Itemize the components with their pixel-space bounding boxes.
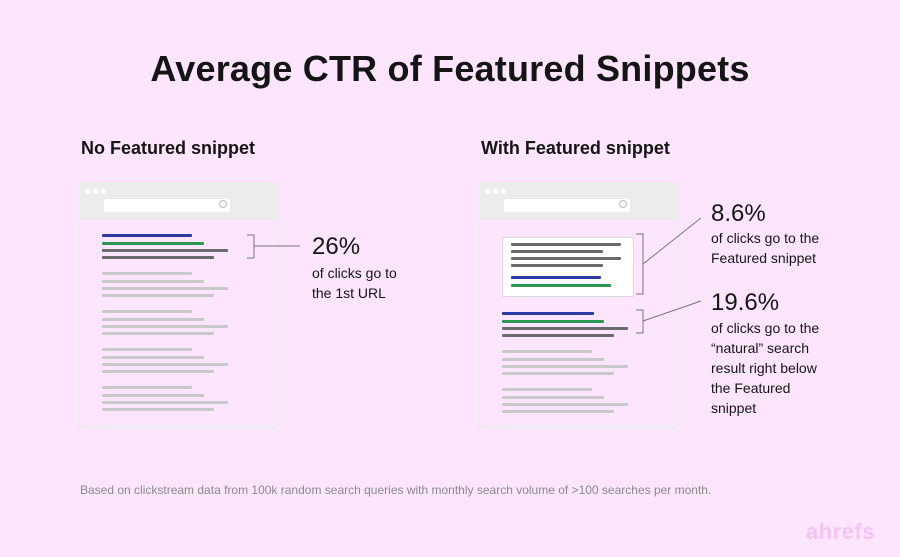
result-title-line (102, 386, 192, 389)
window-dot-icon (501, 189, 506, 194)
stat-featured-snippet-desc-1: of clicks go to the (711, 230, 820, 246)
result-title-line (102, 234, 192, 237)
search-bar (104, 199, 230, 212)
search-icon (619, 200, 627, 208)
result-snippet-line (102, 332, 214, 335)
bracket-featured-snippet (636, 233, 644, 295)
result-snippet-line (502, 410, 614, 413)
connector-featured-snippet (642, 217, 702, 265)
footnote: Based on clickstream data from 100k rand… (80, 483, 712, 497)
stat-first-url-desc-2: the 1st URL (312, 285, 386, 301)
result-snippet-line (502, 403, 628, 406)
result-snippet-line (102, 408, 214, 411)
snippet-title-line (511, 276, 601, 279)
right-panel-heading: With Featured snippet (481, 138, 670, 158)
result-snippet-line (102, 287, 228, 290)
result-title-line (102, 348, 192, 351)
stat-first-url-desc-1: of clicks go to (312, 265, 397, 281)
result-url-line (502, 396, 604, 399)
window-dot-icon (85, 189, 90, 194)
ahrefs-logo: ahrefs (806, 519, 876, 544)
stat-featured-snippet: 8.6% (711, 200, 766, 227)
result-url-line (102, 280, 204, 283)
result-url-line (502, 358, 604, 361)
browser-toolbar (80, 184, 278, 220)
result-snippet-line (502, 365, 628, 368)
result-snippet-line (102, 401, 228, 404)
result-url-line (102, 394, 204, 397)
result-snippet-line (502, 334, 614, 337)
snippet-text-line (511, 243, 621, 246)
result-title-line (502, 312, 594, 315)
result-title-line (102, 310, 192, 313)
result-snippet-line (102, 325, 228, 328)
stat-natural-result-desc-5: snippet (711, 400, 757, 416)
result-url-line (102, 318, 204, 321)
bracket-first-url (247, 234, 255, 259)
result-url-line (102, 242, 204, 245)
browser-mockup-no-snippet (78, 182, 280, 428)
bracket-natural-result (636, 309, 644, 334)
stat-first-url: 26% (312, 233, 361, 260)
result-snippet-line (502, 327, 628, 330)
result-snippet-line (102, 249, 228, 252)
snippet-url-line (511, 284, 611, 287)
left-panel-heading: No Featured snippet (81, 138, 256, 158)
browser-mockup-with-snippet (478, 182, 680, 428)
search-icon (219, 200, 227, 208)
stat-featured-snippet-desc-2: Featured snippet (711, 250, 817, 266)
stat-natural-result-desc-4: the Featured (711, 380, 791, 396)
stat-natural-result-desc-1: of clicks go to the (711, 320, 820, 336)
connector-natural-result (642, 300, 702, 322)
result-snippet-line (102, 370, 214, 373)
snippet-text-line (511, 264, 603, 267)
result-title-line (502, 388, 592, 391)
search-bar (504, 199, 630, 212)
result-title-line (502, 350, 592, 353)
stat-natural-result-desc-2: “natural” search (711, 340, 810, 356)
result-snippet-line (102, 294, 214, 297)
result-snippet-line (102, 256, 214, 259)
result-snippet-line (102, 363, 228, 366)
result-url-line (502, 320, 604, 323)
window-dot-icon (493, 189, 498, 194)
result-title-line (102, 272, 192, 275)
snippet-text-line (511, 257, 621, 260)
result-snippet-line (502, 372, 614, 375)
browser-toolbar (480, 184, 678, 220)
stat-natural-result-desc-3: result right below (711, 360, 817, 376)
window-dot-icon (101, 189, 106, 194)
stat-natural-result: 19.6% (711, 289, 780, 316)
window-dot-icon (93, 189, 98, 194)
result-url-line (102, 356, 204, 359)
window-dot-icon (485, 189, 490, 194)
snippet-text-line (511, 250, 603, 253)
page-title: Average CTR of Featured Snippets (150, 48, 750, 89)
featured-snippet-box (502, 237, 634, 297)
